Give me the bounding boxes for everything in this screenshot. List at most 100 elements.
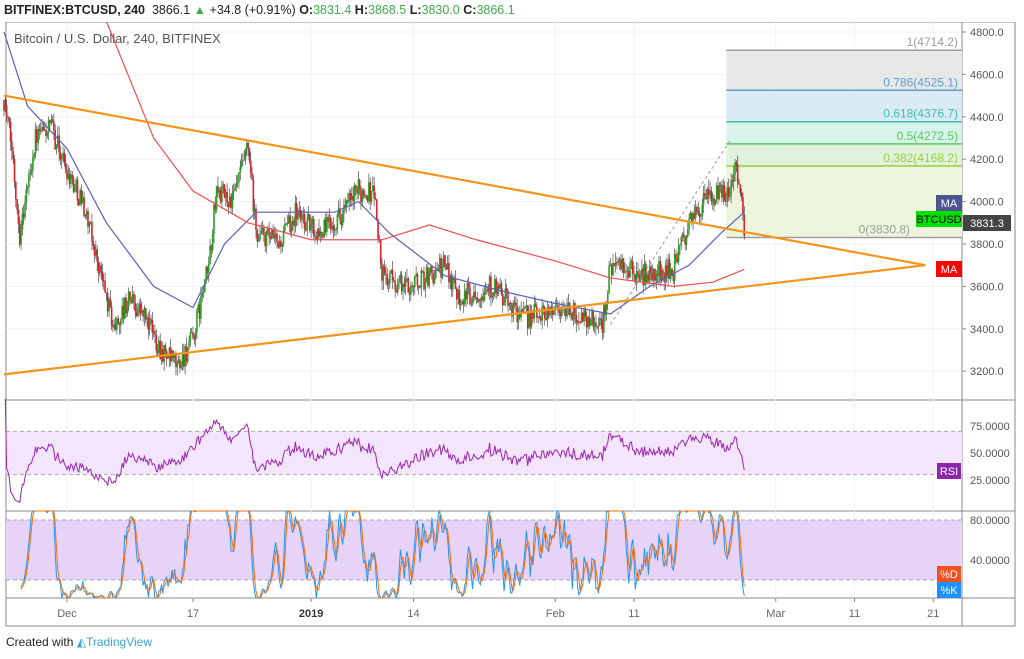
tradingview-logo-icon[interactable]: ◭	[76, 635, 86, 649]
fib-level-label: 0.382(4168.2)	[883, 151, 958, 165]
candle	[483, 292, 486, 301]
candle	[449, 275, 452, 283]
candle	[80, 189, 83, 203]
candle	[478, 301, 480, 303]
candle	[627, 271, 630, 278]
candle	[22, 213, 25, 218]
candle	[16, 199, 18, 210]
candle	[614, 262, 617, 266]
candle	[238, 172, 240, 183]
candle	[672, 274, 675, 281]
up-arrow-icon: ▲	[193, 3, 207, 17]
candle	[302, 214, 305, 219]
candle	[328, 217, 331, 222]
candle	[545, 318, 547, 321]
candle	[517, 312, 520, 323]
candle	[230, 196, 232, 209]
candle	[202, 291, 205, 294]
candle	[694, 206, 697, 219]
candle	[475, 297, 478, 299]
candle	[655, 273, 658, 281]
candle	[318, 228, 320, 237]
candle	[600, 318, 602, 320]
candle	[428, 272, 431, 286]
candle	[133, 294, 135, 303]
candle	[87, 211, 89, 228]
candle	[626, 270, 629, 272]
candle	[660, 269, 663, 280]
candle	[591, 310, 593, 321]
candle	[112, 325, 114, 328]
candle	[255, 208, 257, 231]
candle	[206, 266, 209, 273]
candle	[281, 243, 284, 247]
candle	[605, 302, 608, 315]
candle	[76, 179, 79, 201]
candle	[194, 332, 197, 340]
candle	[482, 296, 484, 301]
candle	[698, 213, 701, 218]
candle	[47, 120, 50, 133]
candle	[39, 130, 42, 132]
candle	[652, 268, 655, 280]
candle	[719, 184, 722, 186]
candle	[425, 267, 428, 282]
candle	[729, 194, 731, 197]
candle	[33, 153, 35, 158]
candle	[679, 244, 681, 246]
candle	[126, 307, 129, 314]
candle	[530, 312, 533, 327]
candle	[351, 195, 353, 200]
candle	[294, 203, 297, 227]
candle	[167, 357, 169, 359]
candle	[438, 257, 441, 269]
candle	[526, 305, 529, 329]
candle	[692, 212, 694, 223]
candle	[484, 291, 487, 293]
candle	[71, 174, 74, 179]
candle	[154, 330, 156, 335]
time-tick-label: Dec	[57, 608, 77, 620]
high-value: 3868.5	[368, 3, 407, 17]
candle	[709, 190, 711, 196]
last-price-tag	[963, 215, 1011, 231]
candle	[198, 304, 201, 319]
candle	[74, 183, 76, 192]
candle	[508, 302, 511, 306]
candle	[125, 297, 127, 314]
candle	[503, 302, 505, 306]
candles	[3, 96, 746, 376]
candle	[315, 237, 318, 240]
price-tick-label: 3800.0	[970, 239, 1004, 251]
candle	[433, 277, 436, 284]
candle	[345, 200, 348, 208]
candle	[403, 283, 406, 287]
candle	[344, 204, 347, 208]
candle	[680, 236, 683, 245]
tradingview-link[interactable]: TradingView	[85, 635, 152, 649]
candle	[360, 188, 362, 203]
candle	[735, 162, 738, 165]
candle	[587, 316, 589, 328]
rsi-label-text: RSI	[940, 466, 958, 478]
candle	[285, 223, 287, 225]
candle	[51, 119, 54, 122]
candle	[522, 308, 525, 312]
candle	[683, 233, 685, 238]
candle	[362, 190, 365, 195]
candle	[104, 280, 106, 293]
candle	[406, 278, 408, 280]
candle	[188, 341, 190, 348]
candle	[567, 302, 570, 308]
candle	[129, 291, 131, 301]
candle	[714, 199, 717, 206]
candle	[610, 264, 613, 276]
rsi-tick-label: 75.0000	[970, 421, 1010, 433]
candle	[466, 283, 469, 300]
candle	[671, 269, 673, 275]
candle	[383, 266, 386, 274]
fib-level-label: 0.618(4376.7)	[883, 107, 958, 121]
fib-zone	[726, 90, 962, 122]
candle	[225, 191, 227, 198]
